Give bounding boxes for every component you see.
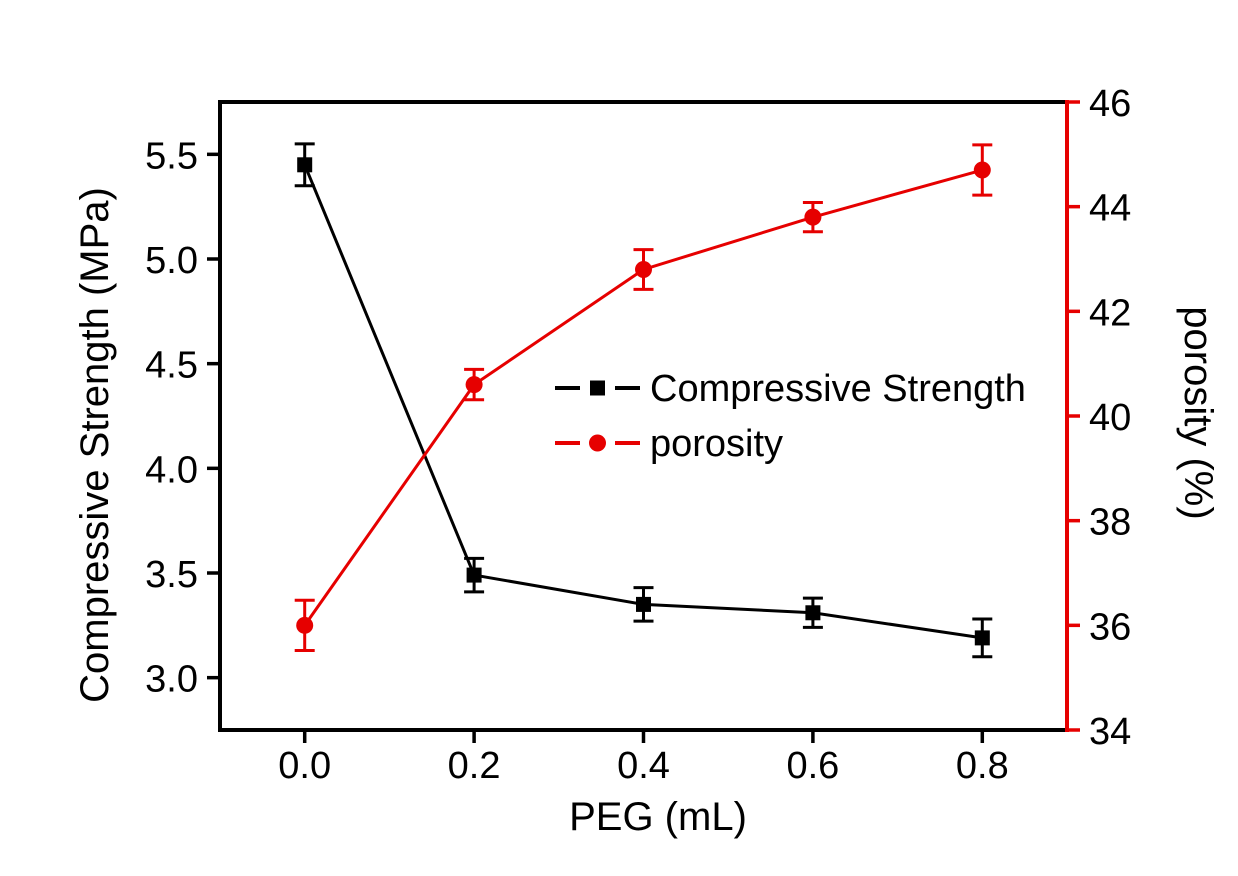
x-axis-tick-label: 0.0 <box>278 745 331 787</box>
y-right-tick-label: 40 <box>1089 397 1131 439</box>
data-point-square-marker <box>297 157 313 173</box>
data-point-circle-marker <box>804 208 822 226</box>
y-left-tick-label: 4.5 <box>145 345 198 387</box>
data-point-square-marker <box>805 605 821 621</box>
plot-area: 0.0 0.2 0.4 0.6 0.8 3.0 3.5 4.0 4.5 5.0 5.5 34 36 38 4… <box>145 83 1131 787</box>
y-left-tick-label: 3.0 <box>145 659 198 701</box>
y-right-tick-label: 46 <box>1089 83 1131 125</box>
data-point-circle-marker <box>296 616 314 634</box>
legend-label-compressive-strength: Compressive Strength <box>650 368 1026 410</box>
y-right-tick-label: 44 <box>1089 188 1131 230</box>
x-axis-tick-label: 0.8 <box>956 745 1009 787</box>
x-axis-tick-label: 0.2 <box>448 745 501 787</box>
legend-circle-marker <box>589 434 606 452</box>
legend-square-marker <box>590 380 605 396</box>
data-point-square-marker <box>466 567 482 583</box>
x-axis-tick-label: 0.6 <box>786 745 839 787</box>
y-axis-left-title: Compressive Strength (MPa) <box>73 187 117 703</box>
y-right-tick-label: 36 <box>1089 606 1131 648</box>
legend-key-compressive-strength <box>555 380 640 396</box>
series-compressive-strength <box>294 142 993 659</box>
data-point-circle-marker <box>973 161 991 179</box>
x-axis-title: PEG (mL) <box>569 795 747 839</box>
y-left-tick-label: 4.0 <box>145 449 198 491</box>
y-axis-right-title: porosity (%) <box>1176 306 1220 519</box>
data-point-circle-marker <box>635 260 652 278</box>
y-left-tick-label: 5.5 <box>145 135 198 177</box>
data-point-square-marker <box>636 596 651 612</box>
series-porosity <box>294 143 993 652</box>
y-left-tick-label: 5.0 <box>145 240 198 282</box>
data-point-circle-marker <box>465 376 483 394</box>
y-right-tick-label: 34 <box>1089 711 1131 753</box>
y-right-tick-label: 38 <box>1089 502 1131 544</box>
y-left-tick-label: 3.5 <box>145 554 198 596</box>
x-axis-tick-label: 0.4 <box>617 745 670 787</box>
data-point-square-marker <box>974 630 990 646</box>
legend-key-porosity <box>555 434 640 452</box>
legend-label-porosity: porosity <box>650 423 783 465</box>
y-right-tick-label: 42 <box>1089 292 1131 334</box>
